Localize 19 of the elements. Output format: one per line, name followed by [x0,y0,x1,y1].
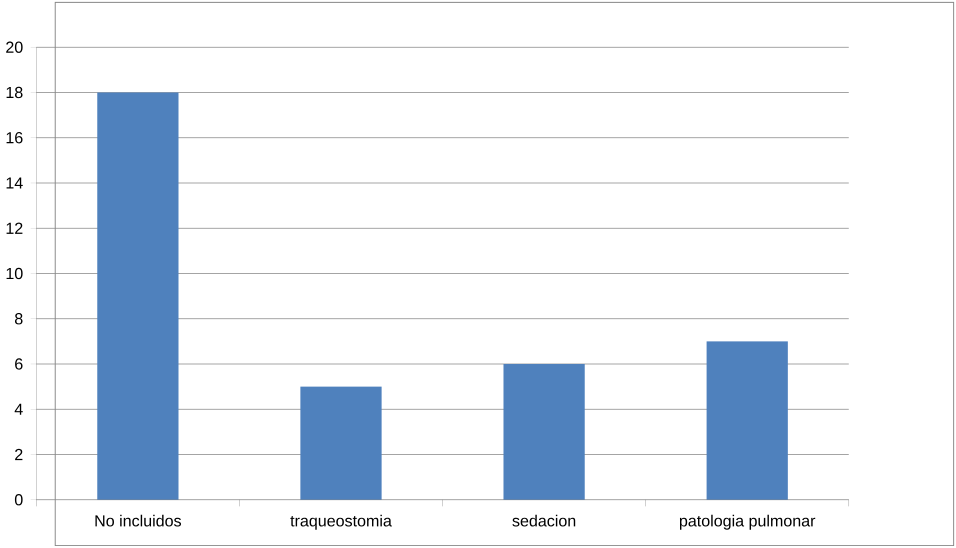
x-tick-label: patologia pulmonar [680,514,816,530]
y-tick-label: 10 [6,268,23,280]
y-tick-label: 16 [6,132,23,144]
y-tick-label: 8 [14,313,23,324]
y-tick-label: 18 [6,86,23,98]
bar [97,92,179,500]
x-tick-label: sedacion [512,514,576,527]
y-tick-label: 0 [14,494,23,506]
y-tick-label: 14 [6,177,23,189]
y-tick-label: 20 [6,42,23,53]
y-tick-label: 6 [15,358,23,370]
y-tick-label: 4 [14,404,23,415]
y-tick-label: 2 [15,448,22,460]
bar [706,341,788,500]
y-tick-label: 12 [6,222,22,234]
x-tick-label: traqueostomia [290,514,392,530]
bar [300,386,382,500]
bar [503,364,585,500]
x-tick-label: No incluidos [95,514,182,527]
